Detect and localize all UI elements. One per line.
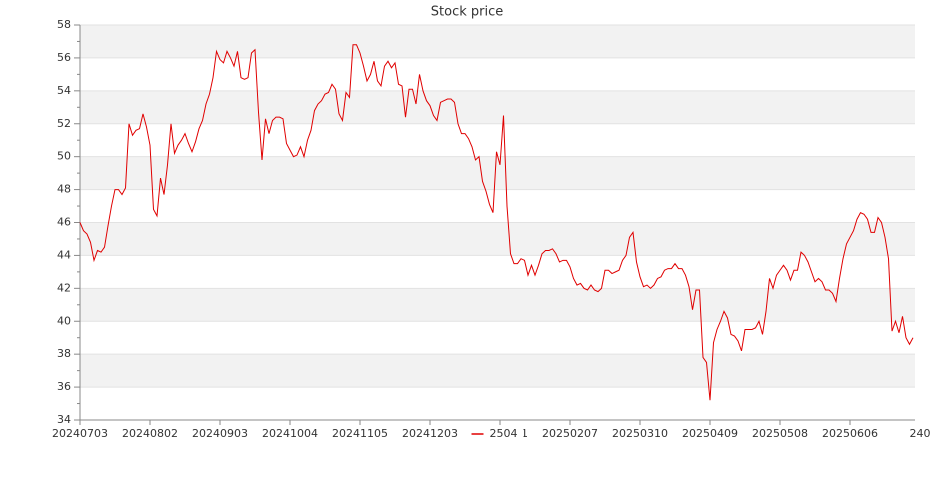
legend-box bbox=[467, 426, 524, 442]
y-tick-label: 48 bbox=[57, 183, 71, 196]
y-tick-label: 38 bbox=[57, 347, 71, 360]
grid-band bbox=[80, 90, 915, 124]
x-tick-label: 240 bbox=[910, 427, 931, 440]
x-tick-label: 20241105 bbox=[332, 427, 388, 440]
x-tick-label: 20250310 bbox=[612, 427, 668, 440]
x-tick-label: 20250409 bbox=[682, 427, 738, 440]
y-tick-label: 58 bbox=[57, 18, 71, 31]
y-tick-label: 42 bbox=[57, 281, 71, 294]
x-tick-label: 20250207 bbox=[542, 427, 598, 440]
y-tick-label: 52 bbox=[57, 117, 71, 130]
x-tick-label: 20240802 bbox=[122, 427, 178, 440]
y-tick-label: 56 bbox=[57, 51, 71, 64]
x-tick-label: 20240703 bbox=[52, 427, 108, 440]
legend: 2504 bbox=[467, 426, 524, 442]
y-tick-label: 54 bbox=[57, 84, 71, 97]
legend-label: 2504 bbox=[490, 427, 518, 440]
y-tick-label: 50 bbox=[57, 150, 71, 163]
x-tick-label: 20250508 bbox=[752, 427, 808, 440]
chart-title: Stock price bbox=[431, 5, 503, 20]
grid-band bbox=[80, 354, 915, 388]
x-tick-label: 20250606 bbox=[822, 427, 878, 440]
x-tick-label: 20240903 bbox=[192, 427, 248, 440]
series-line bbox=[79, 44, 914, 401]
y-tick-label: 40 bbox=[57, 314, 71, 327]
y-tick-label: 44 bbox=[57, 248, 71, 261]
y-tick-label: 36 bbox=[57, 380, 71, 393]
x-tick-label: 20241004 bbox=[262, 427, 318, 440]
grid-band bbox=[80, 25, 915, 58]
y-tick-label: 46 bbox=[57, 216, 71, 229]
x-tick-label: 20241203 bbox=[402, 427, 458, 440]
y-tick-label: 34 bbox=[57, 413, 71, 426]
grid-band bbox=[80, 156, 915, 190]
grid-band bbox=[80, 288, 915, 322]
grid-band bbox=[80, 222, 915, 256]
